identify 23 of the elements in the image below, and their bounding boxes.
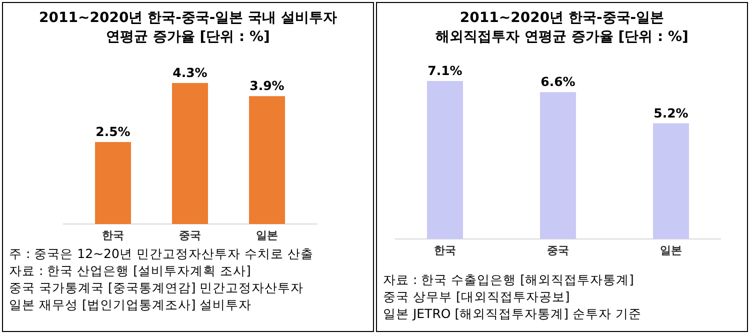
x-tick-label: 한국 bbox=[434, 244, 456, 257]
x-tick-label: 일본 bbox=[660, 244, 682, 257]
data-label: 2.5% bbox=[96, 124, 131, 140]
chart-title: 2011~2020년 한국-중국-일본 국내 설비투자 bbox=[38, 9, 338, 28]
text: 중국 국가통계국 [중국통계연감] 민간고정자산투자 bbox=[9, 279, 304, 296]
text: 일본 재무성 [법인기업통계조사] 설비투자 bbox=[9, 296, 252, 313]
x-tick-label: 한국 bbox=[102, 229, 124, 242]
data-label: 7.1% bbox=[428, 63, 463, 78]
data-label: 6.6% bbox=[540, 74, 576, 90]
data-label: 4.3% bbox=[172, 65, 208, 80]
x-tick-label: 중국 bbox=[547, 244, 569, 257]
text: 자료 : 한국 산업은행 [설비투자계획 조사] bbox=[9, 262, 251, 279]
text: 중국 상무부 [대외직접투자공보] bbox=[383, 288, 570, 305]
text: 일본 JETRO [해외직접투자통계] 순투자 기준 bbox=[383, 305, 642, 322]
chart-subtitle: 연평균 증가율 [단위 : %] bbox=[105, 28, 271, 47]
chart-subtitle: 해외직접투자 연평균 증가율 [단위 : %] bbox=[434, 28, 690, 47]
chart-title: 2011~2020년 한국-중국-일본 bbox=[458, 9, 666, 28]
x-tick-label: 일본 bbox=[256, 229, 278, 242]
x-tick-label: 중국 bbox=[179, 229, 201, 242]
text: 주 : 중국은 12~20년 민간고정자산투자 수치로 산출 bbox=[9, 245, 314, 262]
data-label: 3.9% bbox=[250, 78, 285, 94]
text: 자료 : 한국 수출입은행 [해외직접투자통계] bbox=[383, 271, 634, 288]
data-label: 5.2% bbox=[654, 105, 689, 120]
